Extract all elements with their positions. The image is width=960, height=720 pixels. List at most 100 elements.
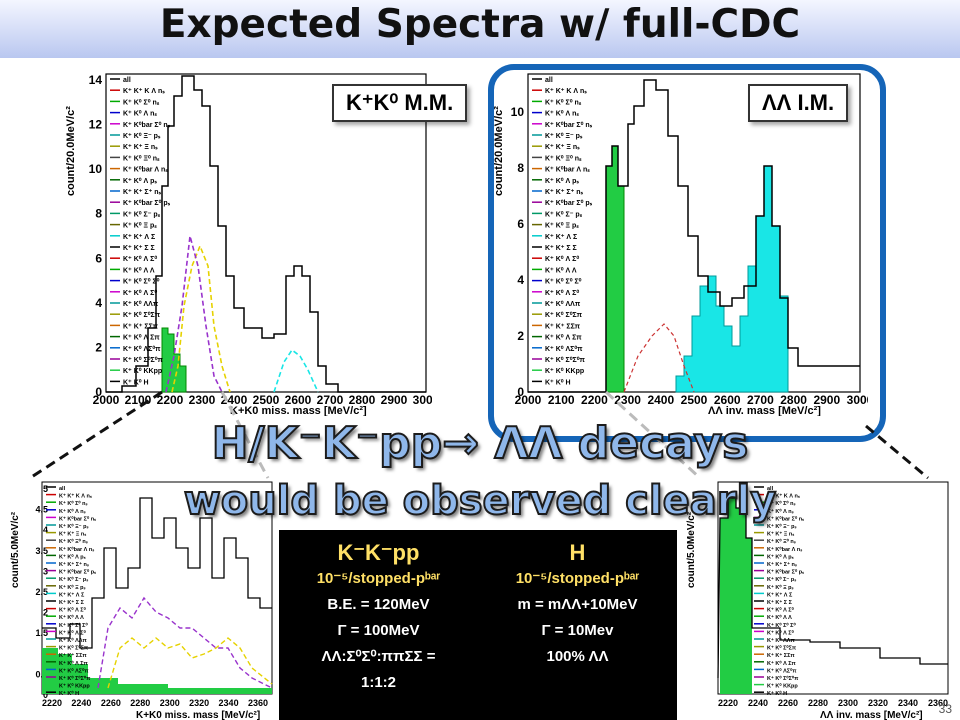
x-tick-label: 2240 — [748, 698, 768, 708]
x-tick-label: 2400 — [647, 393, 674, 407]
legend-entry: K⁺ K⁰ Σ⁻ pₛ — [545, 210, 583, 218]
y-tick-label: 14 — [89, 73, 103, 87]
x-tick-label: 2600 — [285, 393, 312, 407]
ll-top-xlabel: ΛΛ inv. mass [MeV/c²] — [708, 405, 821, 416]
all-histogram-line — [717, 497, 948, 679]
headline-line2: would be observed clearly — [183, 477, 777, 525]
legend-entry: K⁺ K⁰ Σ⁰ nₛ — [59, 500, 89, 507]
km-zoom-xlabel: K+K0 miss. mass [MeV/c²] — [136, 710, 260, 720]
im-tag: ΛΛ I.M. — [748, 84, 849, 122]
legend-entry: K⁺ K⁰bar Σ⁰ pₛ — [767, 569, 805, 576]
legend-entry: K⁺ K⁰ ΛΣ⁰π — [545, 345, 583, 353]
legend-entry: all — [545, 77, 553, 84]
legend-entry: K⁺ K⁰ Λ pₛ — [123, 177, 157, 185]
legend-entry: K⁺ K⁺ Σ⁺ nₛ — [767, 561, 798, 568]
x-tick-label: 2300 — [160, 698, 180, 708]
legend-entry: K⁺ K⁰ H — [123, 378, 149, 386]
y-tick-label: 4.5 — [35, 505, 48, 515]
x-tick-label: 2340 — [898, 698, 918, 708]
h-column: H 10⁻⁵/stopped-pᵇᵃʳ m = mΛΛ+10MeV Γ = 10… — [478, 530, 677, 720]
x-tick-label: 2220 — [42, 698, 62, 708]
legend-entry: K⁺ K⁺ Λ Σ — [59, 591, 85, 598]
x-tick-label: 2340 — [219, 698, 239, 708]
x-tick-label: 2900 — [813, 393, 840, 407]
kkpp-heading: K⁻K⁻pp — [337, 540, 420, 565]
legend-entry: K⁺ K⁰ KKpp — [767, 683, 798, 690]
legend-entry: K⁺ K⁰bar Λ nₛ — [123, 166, 168, 174]
legend-entry: K⁺ K⁰ Λ Λ — [123, 266, 155, 274]
legend-entry: K⁺ K⁰ Σ⁻ pₛ — [767, 576, 797, 583]
legend-entry: K⁺ K⁰ H — [767, 690, 787, 697]
y-tick-label: 4 — [43, 525, 48, 535]
x-tick-label: 2000 — [515, 393, 542, 407]
legend-entry: K⁺ K⁰ Σ⁰Σπ — [59, 645, 89, 652]
x-tick-label: 2260 — [778, 698, 798, 708]
legend-entry: K⁺ K⁰ Ξ pₛ — [59, 584, 87, 591]
ll-top-histogram: 2000 2100 2200 2300 2400 2500 2600 2700 2800 2900… — [493, 73, 868, 416]
legend-entry: K⁺ K⁺ Σ⁺ nₛ — [59, 561, 90, 568]
legend-entry: K⁺ K⁰ Λ Σ⁰ — [767, 607, 795, 614]
green-filled-peak — [42, 648, 272, 694]
y-tick-label: 10 — [89, 162, 103, 176]
legend-entry: K⁺ K⁰ Σ⁰Σπ — [767, 645, 797, 652]
km-top-ylabel: count/20.0MeV/c² — [65, 106, 77, 196]
legend-entry: K⁺ K⁰ ΛΛπ — [767, 637, 795, 644]
legend-entry: K⁺ K⁰bar Σ⁰ nₛ — [59, 515, 97, 522]
kkpp-ratio: 1:1:2 — [360, 674, 397, 691]
purple-dashed-line — [165, 235, 223, 393]
ll-zoom-histogram: 2220 2240 2260 2280 2300 2320 2340 2360 count/5… — [686, 481, 949, 720]
legend-entry: K⁺ K⁺ K Λ nₛ — [767, 493, 801, 500]
legend-entry: K⁺ K⁺ Λ Σ — [767, 591, 793, 598]
y-tick-label: 6 — [95, 251, 102, 265]
purple-dashed-line — [97, 596, 273, 689]
h-mass: m = mΛΛ+10MeV — [517, 596, 638, 613]
legend-entry: K⁺ K⁰ Ξ⁻ pₛ — [123, 132, 161, 140]
legend-entry: K⁺ K⁰ Λ Σ⁰ — [59, 629, 87, 636]
legend-entry: K⁺ K⁰bar Σ⁰ nₛ — [767, 515, 805, 522]
legend-entry: all — [59, 486, 66, 492]
legend-entry: K⁺ K⁰ Λ Σ⁰ — [59, 607, 87, 614]
legend-entry: K⁺ K⁰ ΛΣ⁰π — [767, 667, 797, 674]
legend-entry: K⁺ K⁰ Λ Σ⁰ — [123, 289, 157, 297]
y-tick-label: 5 — [43, 484, 48, 494]
y-tick-label: 4 — [517, 273, 524, 287]
ll-zoom-ylabel: count/5.0MeV/c² — [686, 511, 697, 588]
legend-entry: K⁺ K⁺ Ξ nₛ — [59, 531, 87, 538]
y-tick-label: 0.5 — [35, 669, 48, 679]
y-tick-label: 1.5 — [35, 628, 48, 638]
x-tick-label: 2200 — [581, 393, 608, 407]
legend-entry: K⁺ K⁰ Σ⁻ pₛ — [123, 210, 161, 218]
x-tick-label: 2220 — [718, 698, 738, 708]
km-top-histogram: 2000 2 10 0 2200 2300 2400 2500 2600 2700 2800 2900… — [65, 73, 432, 416]
x-tick-label: 2100 — [548, 393, 575, 407]
legend-entry: K⁺ K⁺ Σ Σ — [767, 599, 793, 606]
legend-entry: K⁺ K⁰ Ξ pₛ — [767, 584, 795, 591]
legend-entry: all — [767, 486, 774, 492]
x-tick-label: 2700 — [747, 393, 774, 407]
y-tick-label: 4 — [95, 296, 102, 310]
x-tick-label: 2300 — [838, 698, 858, 708]
legend-entry: K⁺ K⁰ Λ nₛ — [59, 508, 87, 515]
legend-entry: K⁺ K⁰ Λ Σπ — [123, 334, 160, 342]
legend-entry: K⁺ K⁰ Ξ pₛ — [545, 222, 579, 230]
legend-entry: K⁺ K⁺ ΣΣπ — [59, 652, 87, 659]
x-tick-label: 2600 — [714, 393, 741, 407]
y-tick-label: 3 — [43, 566, 48, 576]
legend-entry: K⁺ K⁰ Λ Λ — [59, 614, 84, 621]
kkpp-rate: 10⁻⁵/stopped-pᵇᵃʳ — [316, 570, 441, 587]
legend-entry: K⁺ K⁺ Ξ nₛ — [545, 144, 580, 151]
info-box: K⁻K⁻pp 10⁻⁵/stopped-pᵇᵃʳ B.E. = 120MeV Γ… — [279, 530, 677, 720]
legend-entry: K⁺ K⁺ ΣΣπ — [767, 652, 795, 659]
legend-entry: K⁺ K⁺ ΣΣπ — [123, 323, 159, 330]
km-zoom-histogram: 2220224022602280230023202340236000.511.5… — [10, 481, 273, 720]
legend-entry: K⁺ K⁰ ΛΛπ — [545, 300, 581, 308]
histogram-legend: all K⁺ K⁺ K Λ nₛ K⁺ K⁰ Σ⁰ nₛ K⁺ K⁰ Λ nₛ K⁺ K… — [532, 77, 593, 386]
x-tick-label: 2400 — [221, 393, 248, 407]
legend-entry: K⁺ K⁰bar Σ⁰ pₛ — [59, 569, 97, 576]
legend-entry: K⁺ K⁰ Σ⁰Σπ — [545, 311, 583, 319]
legend-entry: K⁺ K⁰ Λ Σπ — [545, 334, 582, 342]
legend-entry: K⁺ K⁺ K Λ nₛ — [545, 88, 587, 95]
green-filled-peak — [720, 498, 752, 694]
